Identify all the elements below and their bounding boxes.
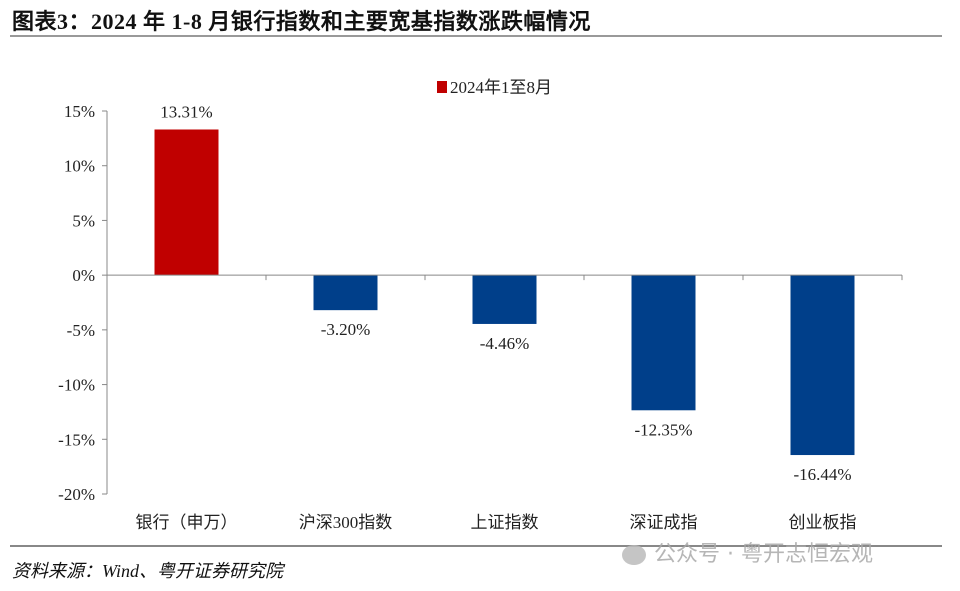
chart-title: 图表3：2024 年 1-8 月银行指数和主要宽基指数涨跌幅情况 — [12, 9, 591, 34]
y-tick-label: -10% — [58, 376, 95, 395]
data-label: -16.44% — [793, 465, 851, 484]
x-tick-label: 创业板指 — [789, 513, 857, 532]
data-label: -3.20% — [321, 320, 371, 339]
y-tick-label: 10% — [64, 157, 95, 176]
source-divider — [10, 545, 942, 547]
bar — [472, 275, 537, 324]
watermark: 公众号 · 粤开志恒宏观 — [622, 536, 873, 568]
bar — [790, 275, 855, 456]
y-tick-label: -20% — [58, 485, 95, 504]
title-divider — [10, 35, 942, 37]
y-tick-label: 5% — [72, 211, 95, 230]
data-label: 13.31% — [160, 102, 212, 121]
bar — [154, 129, 219, 276]
y-tick-label: -5% — [67, 321, 95, 340]
legend-label: 2024年1至8月 — [450, 78, 552, 97]
bar — [631, 275, 696, 411]
bar — [313, 275, 378, 311]
x-tick-label: 深证成指 — [630, 513, 698, 532]
x-tick-label: 沪深300指数 — [299, 513, 393, 532]
source-note: 资料来源：Wind、粤开证券研究院 — [12, 561, 284, 581]
x-tick-label: 银行（申万） — [136, 513, 238, 532]
y-tick-label: 0% — [72, 266, 95, 285]
legend-swatch — [437, 81, 447, 93]
data-label: -4.46% — [480, 334, 530, 353]
y-tick-label: -15% — [58, 430, 95, 449]
data-label: -12.35% — [634, 420, 692, 439]
x-tick-label: 上证指数 — [471, 513, 539, 532]
wechat-icon — [622, 545, 646, 565]
y-tick-label: 15% — [64, 102, 95, 121]
watermark-text: 公众号 · 粤开志恒宏观 — [654, 542, 873, 567]
